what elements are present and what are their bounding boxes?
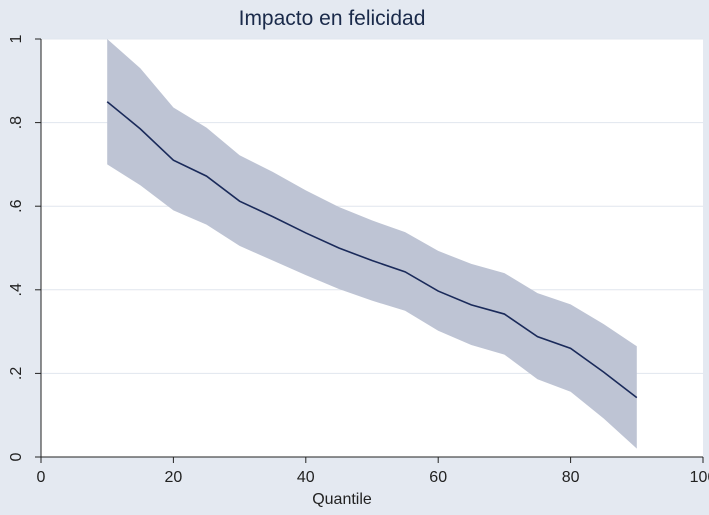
y-tick-label: .4	[8, 283, 25, 296]
confidence-band	[107, 39, 637, 449]
y-tick-label: .2	[8, 367, 25, 380]
x-tick-label: 40	[297, 469, 315, 486]
x-tick-label: 0	[37, 469, 46, 486]
chart-title: Impacto en felicidad	[239, 7, 426, 30]
estimate-line	[106, 101, 638, 399]
y-tick-label: .8	[8, 116, 25, 129]
x-tick-label: 80	[562, 469, 580, 486]
y-tick-label: .6	[8, 199, 25, 212]
x-axis-ticks: 0 20 40 60 80 100	[37, 457, 709, 486]
x-tick-label: 60	[429, 469, 447, 486]
y-tick-label: 1	[8, 34, 25, 43]
x-axis-title: Quantile	[312, 491, 372, 508]
x-tick-label: 100	[690, 469, 709, 486]
y-axis-ticks: 0 .2 .4 .6 .8 1	[8, 34, 41, 461]
x-tick-label: 20	[165, 469, 183, 486]
y-tick-label: 0	[8, 452, 25, 461]
